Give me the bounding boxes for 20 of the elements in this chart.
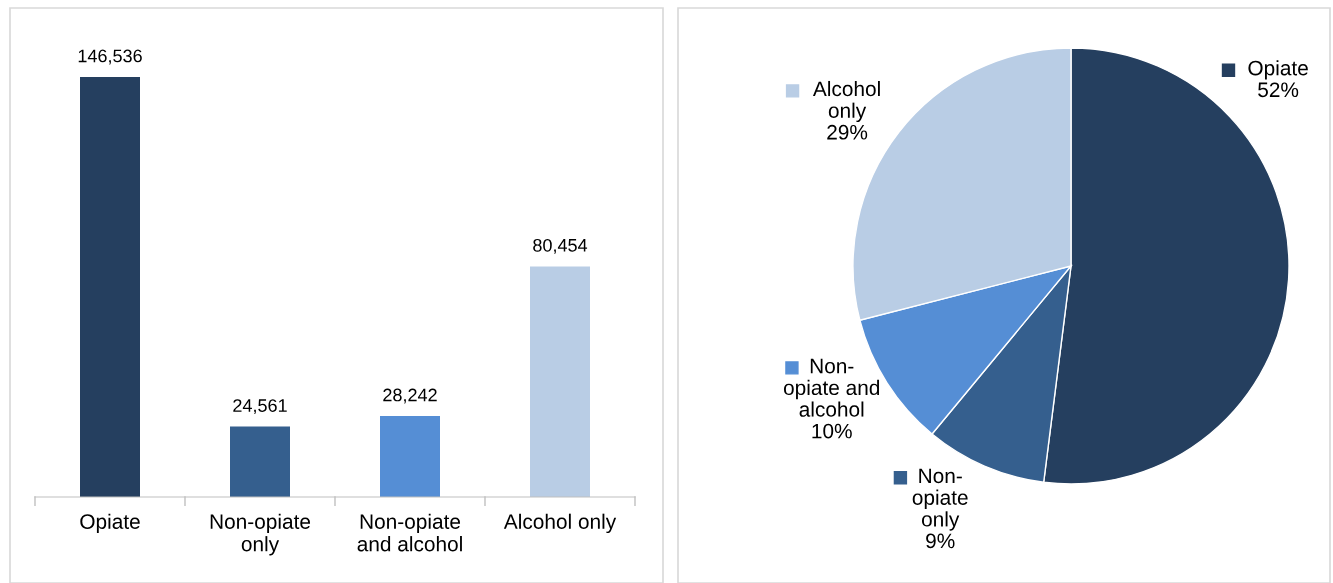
data-label: 28,242: [383, 388, 437, 404]
bar: [230, 426, 290, 497]
bar: [80, 77, 140, 497]
legend-label: Opiate: [1248, 60, 1308, 80]
data-label: 146,536: [78, 49, 142, 65]
x-tick-label: Alcohol only: [503, 513, 617, 534]
data-label: 80,454: [533, 238, 588, 254]
data-label: 10%: [812, 423, 852, 439]
data-label: 24,561: [233, 399, 287, 415]
data-label: 9%: [926, 533, 955, 549]
legend-label: Non- opiate only: [912, 468, 968, 531]
bar: [530, 266, 590, 497]
data-label: 52%: [1258, 82, 1299, 98]
x-tick-label: Opiate: [80, 513, 140, 534]
legend-label: Alcohol only: [812, 80, 880, 123]
legend-label: Non- opiate and alcohol: [783, 358, 880, 417]
bar: [380, 416, 440, 497]
x-tick-label: Non-opiate only: [210, 513, 311, 556]
data-label: 29%: [827, 124, 868, 140]
x-tick-label: Non-opiate and alcohol: [357, 513, 462, 552]
